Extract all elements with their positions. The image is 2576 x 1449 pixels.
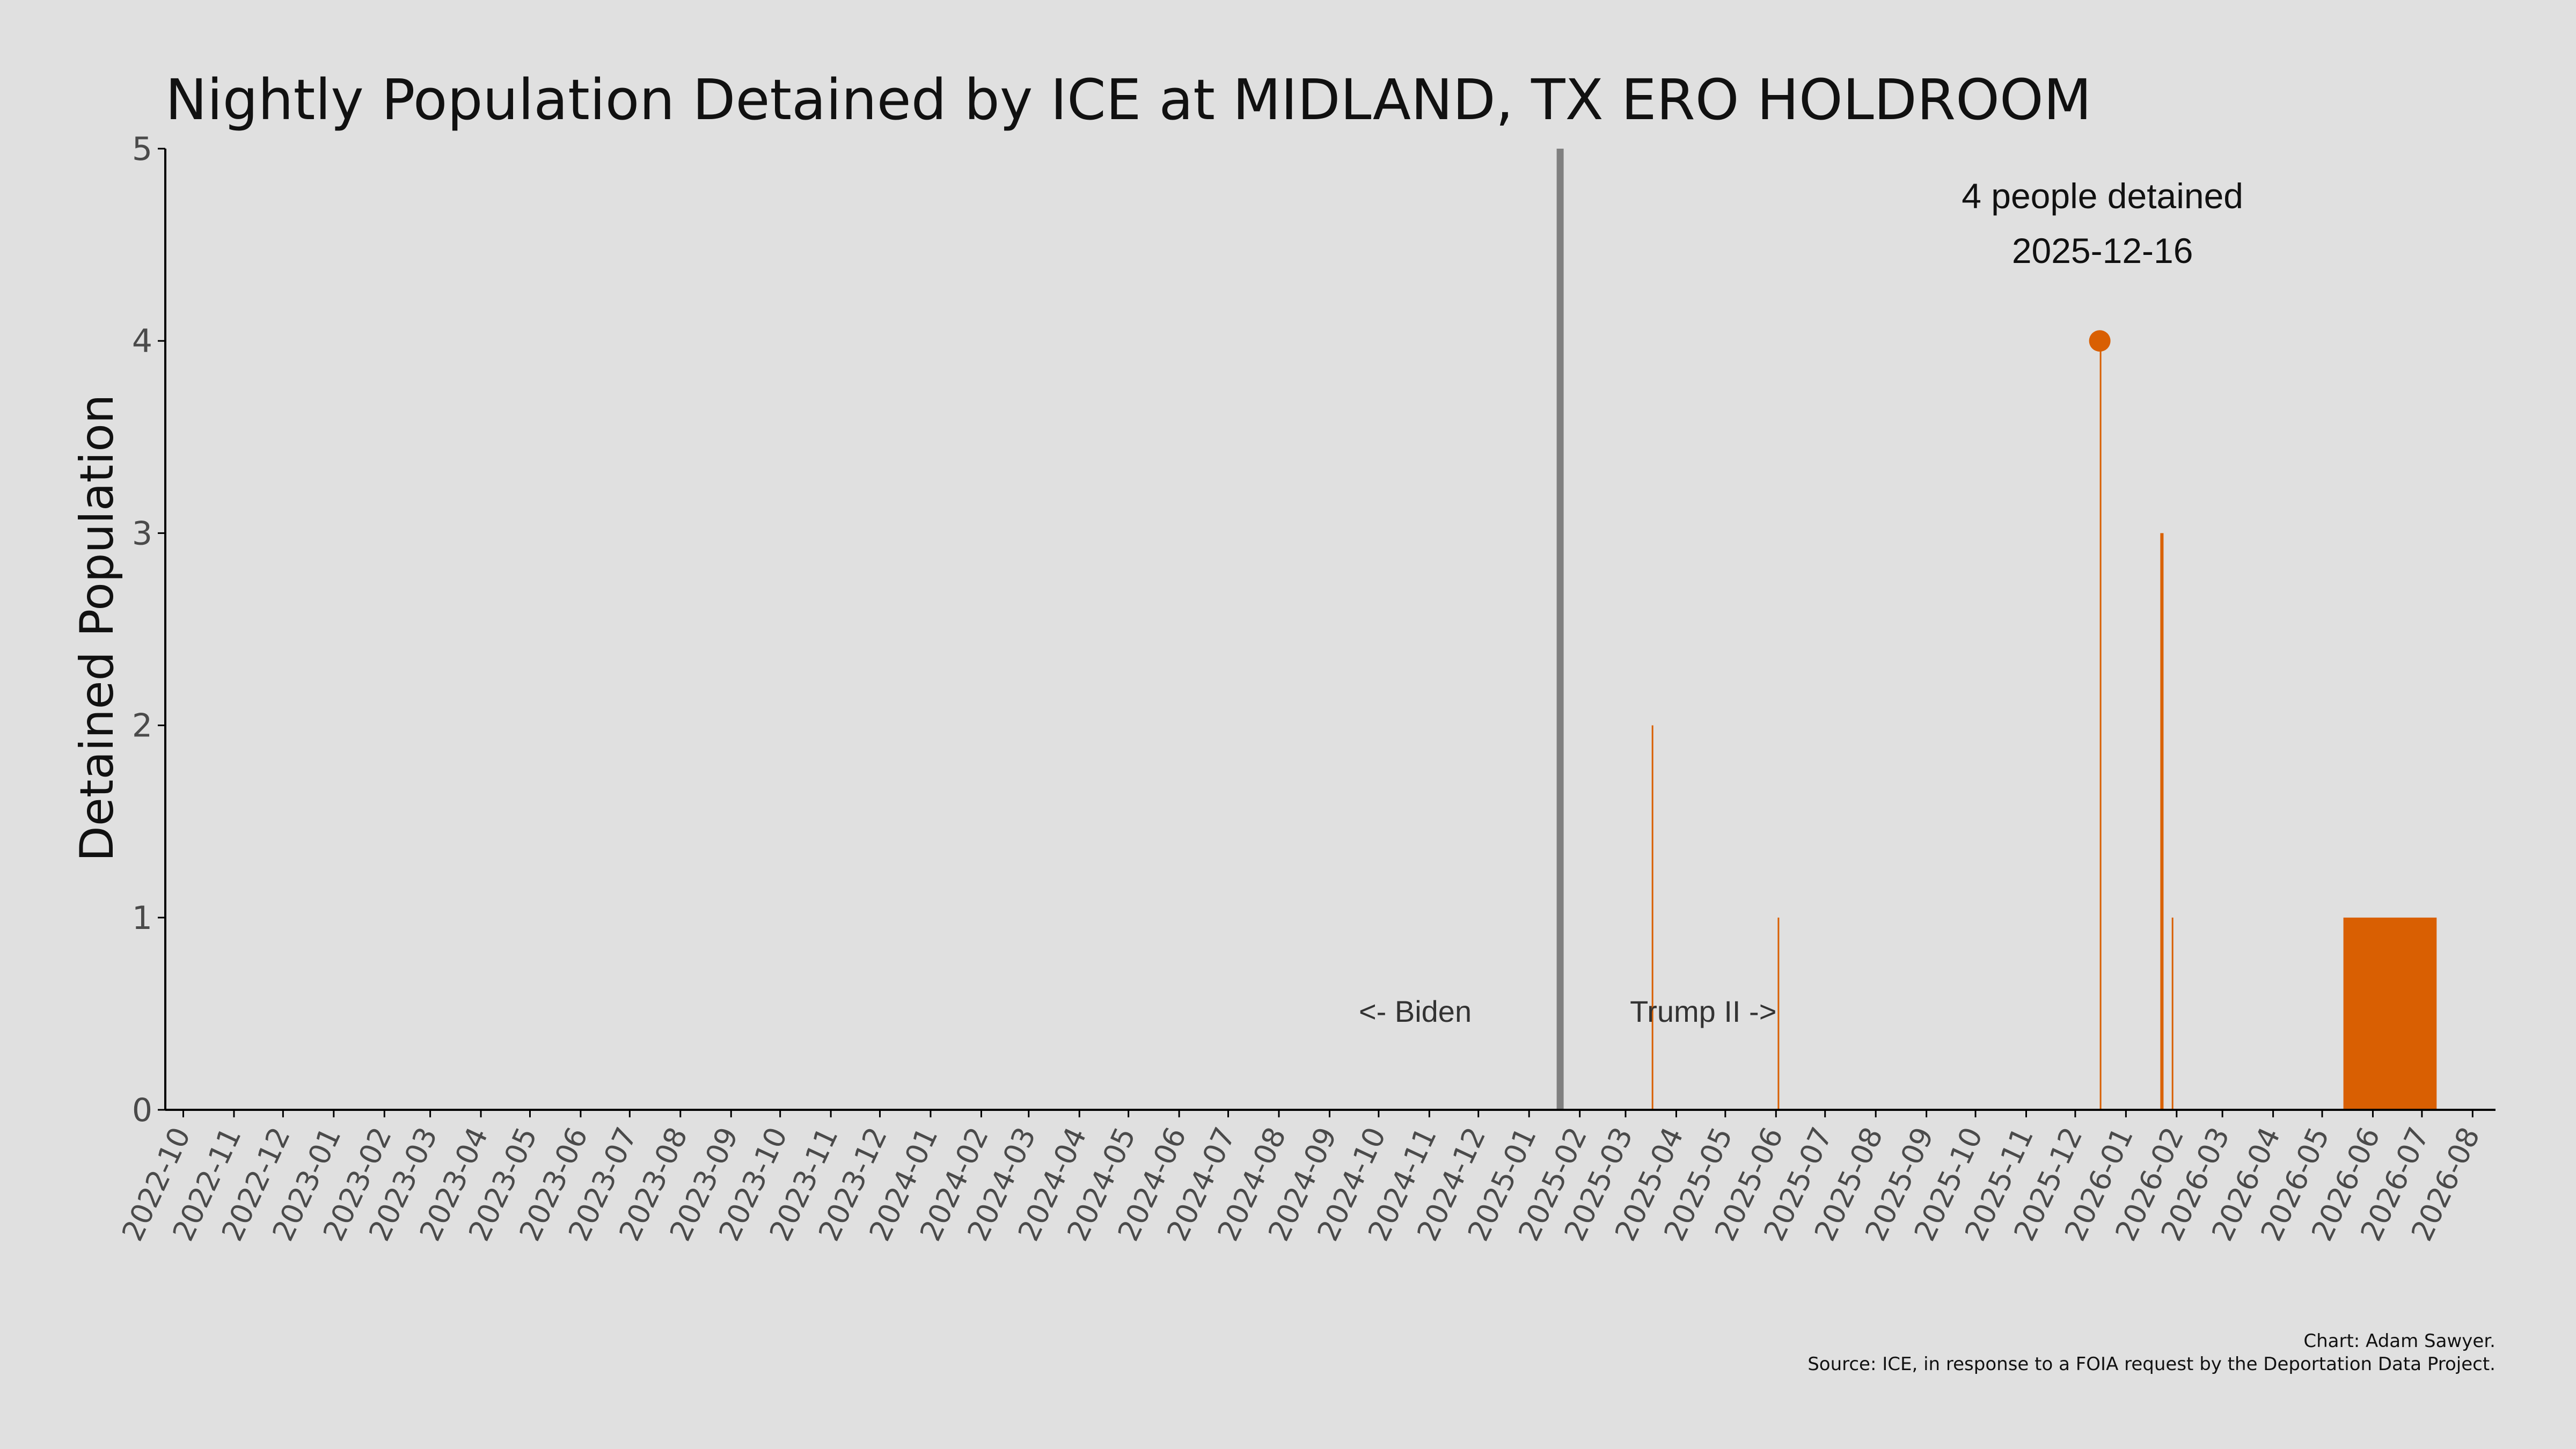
biden-label: <- Biden: [1359, 994, 1472, 1028]
y-tick-label-1: 1: [132, 899, 152, 937]
administration-divider: <- Biden Trump II ->: [1359, 149, 1776, 1110]
credit-author: Chart: Adam Sawyer.: [2303, 1330, 2496, 1352]
bar-1: [1777, 917, 1780, 1110]
bar-6: [2343, 917, 2437, 1110]
credit-source: Source: ICE, in response to a FOIA reque…: [1807, 1353, 2496, 1375]
bar-3: [2160, 533, 2162, 1110]
peak-label-line2: 2025-12-16: [2012, 231, 2193, 270]
peak-marker: [2089, 330, 2111, 352]
y-tick-label-3: 3: [132, 515, 152, 552]
bar-4: [2162, 533, 2164, 1110]
x-ticks: 2022-102022-112022-122023-012023-022023-…: [115, 1110, 2486, 1246]
trump-label: Trump II ->: [1630, 994, 1776, 1028]
bar-0: [1651, 725, 1653, 1110]
peak-annotation: 4 people detained 2025-12-16: [1962, 176, 2243, 352]
y-tick-label-0: 0: [132, 1092, 152, 1129]
y-tick-label-2: 2: [132, 707, 152, 745]
chart-title: Nightly Population Detained by ICE at MI…: [165, 67, 2092, 133]
bar-marks: [1651, 341, 2437, 1110]
peak-label-line1: 4 people detained: [1962, 176, 2243, 216]
bar-5: [2171, 917, 2174, 1110]
y-tick-label-5: 5: [132, 130, 152, 168]
bar-2: [2099, 341, 2102, 1110]
y-tick-label-4: 4: [132, 323, 152, 360]
y-ticks: 0 1 2 3 4 5: [132, 130, 165, 1129]
y-axis-label: Detained Population: [70, 394, 124, 862]
